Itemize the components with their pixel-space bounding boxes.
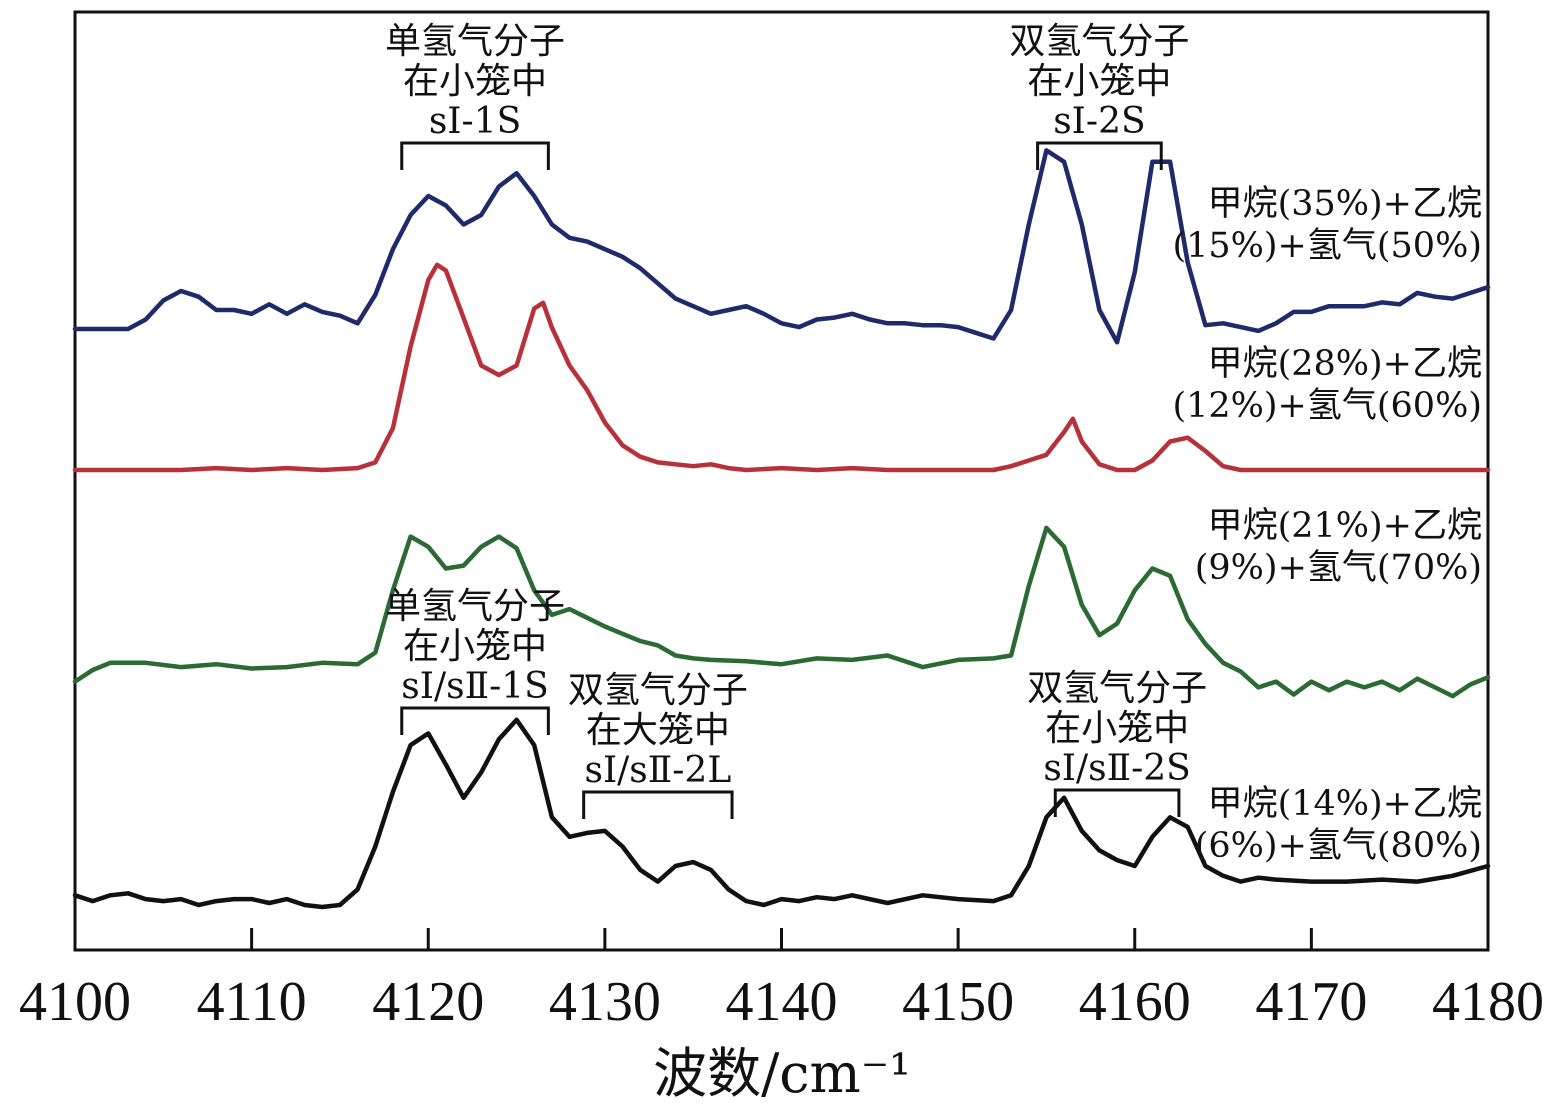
peak-annotation-text: 双氢气分子 — [1009, 21, 1189, 62]
x-tick-label: 4130 — [549, 971, 661, 1033]
peak-annotation-text: 在大笼中 — [586, 710, 730, 751]
series-line — [72, 717, 1491, 910]
x-tick-label: 4140 — [726, 971, 838, 1033]
spectra-series — [72, 148, 1491, 910]
series-label: 甲烷(21%)+乙烷 — [1208, 506, 1482, 546]
peak-annotation-text: sⅠ-2S — [1053, 101, 1145, 142]
series-line — [72, 525, 1491, 699]
peak-annotation-text: 单氢气分子 — [385, 586, 565, 627]
x-axis-ticks: 4100 4110 4120 4130 4140 4150 4160 4170 4180 — [19, 928, 1544, 1033]
series-label: (6%)+氢气(80%) — [1195, 826, 1482, 866]
peak-bracket — [400, 706, 550, 735]
peak-annotation-text: 在小笼中 — [1027, 61, 1171, 102]
x-tick-label: 4170 — [1255, 971, 1367, 1033]
peak-annotations: 单氢气分子在小笼中sⅠ-1S双氢气分子在小笼中sⅠ-2S单氢气分子在小笼中sⅠ/… — [385, 21, 1207, 819]
series-line — [72, 148, 1491, 345]
peak-annotation-text: sⅠ/sⅡ-2S — [1043, 748, 1191, 789]
peak-annotation-text: 在小笼中 — [1045, 708, 1189, 749]
peak-bracket — [400, 141, 550, 170]
peak-annotation-text: sⅠ-1S — [429, 101, 521, 142]
peak-annotation-text: sⅠ/sⅡ-2L — [584, 750, 731, 791]
peak-annotation-text: 双氢气分子 — [568, 670, 748, 711]
peak-annotation-text: 双氢气分子 — [1027, 668, 1207, 709]
x-tick-label: 4120 — [372, 971, 484, 1033]
series-label: 甲烷(28%)+乙烷 — [1208, 344, 1482, 384]
x-tick-label: 4180 — [1432, 971, 1544, 1033]
x-tick-label: 4110 — [197, 971, 307, 1033]
series-label: (15%)+氢气(50%) — [1172, 226, 1482, 266]
peak-bracket — [582, 790, 734, 819]
series-labels: 甲烷(35%)+乙烷(15%)+氢气(50%) 甲烷(28%)+乙烷(12%)+氢… — [1172, 184, 1482, 866]
peak-annotation-text: 单氢气分子 — [385, 21, 565, 62]
series-label: (9%)+氢气(70%) — [1195, 548, 1482, 588]
peak-annotation-text: sⅠ/sⅡ-1S — [401, 666, 549, 707]
x-tick-label: 4160 — [1079, 971, 1191, 1033]
x-tick-label: 4150 — [902, 971, 1014, 1033]
series-label: 甲烷(35%)+乙烷 — [1208, 184, 1482, 224]
peak-annotation-text: 在小笼中 — [403, 626, 547, 667]
peak-annotation-text: 在小笼中 — [403, 61, 547, 102]
series-line — [72, 262, 1491, 473]
series-label: 甲烷(14%)+乙烷 — [1208, 784, 1482, 824]
peak-bracket — [1036, 141, 1163, 170]
peak-bracket — [1053, 788, 1181, 817]
x-tick-label: 4100 — [19, 971, 131, 1033]
series-label: (12%)+氢气(60%) — [1172, 386, 1482, 426]
x-axis-title: 波数/cm⁻¹ — [653, 1042, 911, 1105]
